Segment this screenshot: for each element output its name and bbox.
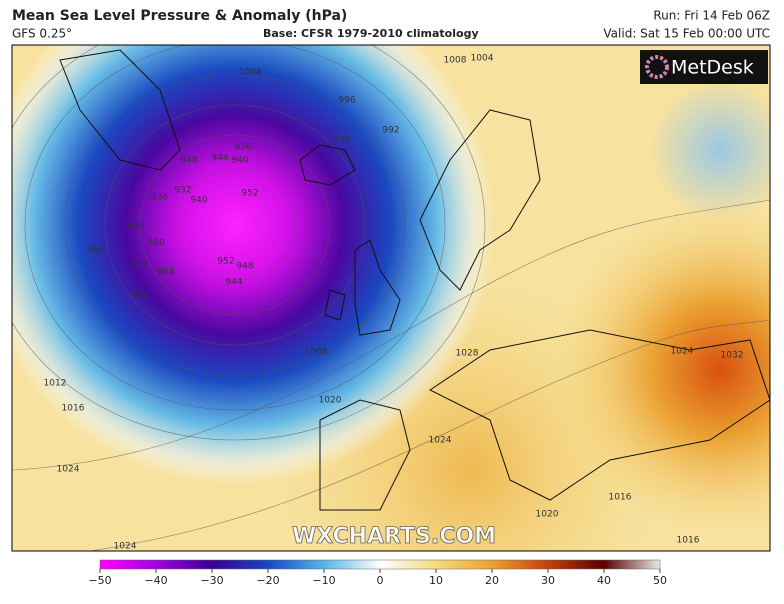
colorbar-tick-label: 0 <box>377 574 384 587</box>
isobar-label: 1012 <box>44 379 67 389</box>
isobar-label: 996 <box>338 96 355 106</box>
isobar-label: 940 <box>231 156 248 166</box>
isobar-label: 1004 <box>471 54 494 64</box>
isobar-label: 948 <box>236 262 253 272</box>
colorbar-tick-label: −10 <box>312 574 335 587</box>
base: Base: CFSR 1979-2010 climatology <box>263 27 479 40</box>
isobar-label: 936 <box>151 193 168 203</box>
colorbar-tick-label: −20 <box>256 574 279 587</box>
isobar-label: 1016 <box>609 493 632 503</box>
colorbar-tick-label: −30 <box>200 574 223 587</box>
isobar-label: 976 <box>333 136 350 146</box>
isobar-label: 968 <box>157 268 174 278</box>
isobar-label: 1024 <box>114 542 137 552</box>
colorbar-tick-label: 10 <box>429 574 443 587</box>
isobar-label: 952 <box>241 189 258 199</box>
isobar-label: 940 <box>190 196 207 206</box>
logo-icon <box>645 55 669 79</box>
isobar-label: 992 <box>382 126 399 136</box>
isobar-label: 1008 <box>305 348 328 358</box>
isobar-label: 1032 <box>721 351 744 361</box>
colorbar <box>99 559 661 570</box>
colorbar-tick-label: 40 <box>597 574 611 587</box>
isobar-label: 1016 <box>62 404 85 414</box>
isobar-label: 944 <box>225 278 242 288</box>
isobar-label: 984 <box>86 246 103 256</box>
isobar-label: 1020 <box>319 396 342 406</box>
watermark: WXCHARTS.COM <box>292 524 496 549</box>
colorbar-tick-label: −50 <box>88 574 111 587</box>
model: GFS 0.25° <box>12 27 72 41</box>
colorbar-tick-label: 50 <box>653 574 667 587</box>
map-frame <box>11 44 771 552</box>
colorbar-tick-label: 30 <box>541 574 555 587</box>
isobar-label: 980 <box>131 291 148 301</box>
colorbar-tick-label: 20 <box>485 574 499 587</box>
isobar-label: 1024 <box>671 347 694 357</box>
isobar-label: 1008 <box>444 56 467 66</box>
isobar-label: 944 <box>211 154 228 164</box>
run: Run: Fri 14 Feb 06Z <box>653 9 770 23</box>
isobar-label: 1028 <box>456 349 479 359</box>
title: Mean Sea Level Pressure & Anomaly (hPa) <box>12 8 347 24</box>
isobar-label: 1024 <box>57 465 80 475</box>
isobar-label: 960 <box>147 239 164 249</box>
isobar-label: 1016 <box>677 536 700 546</box>
isobar-label: 932 <box>174 186 191 196</box>
isobar-label: 972 <box>131 261 148 271</box>
logo: MetDesk <box>671 57 754 79</box>
isobar-label: 1020 <box>536 510 559 520</box>
isobar-label: 952 <box>217 257 234 267</box>
isobar-label: 956 <box>234 143 251 153</box>
isobar-label: 1024 <box>429 436 452 446</box>
map <box>12 45 770 551</box>
valid: Valid: Sat 15 Feb 00:00 UTC <box>603 27 770 41</box>
logo-box <box>640 50 768 84</box>
isobar-label: 1004 <box>239 68 262 78</box>
isobar-label: 964 <box>126 221 143 231</box>
isobar-label: 948 <box>180 156 197 166</box>
colorbar-tick-label: −40 <box>144 574 167 587</box>
